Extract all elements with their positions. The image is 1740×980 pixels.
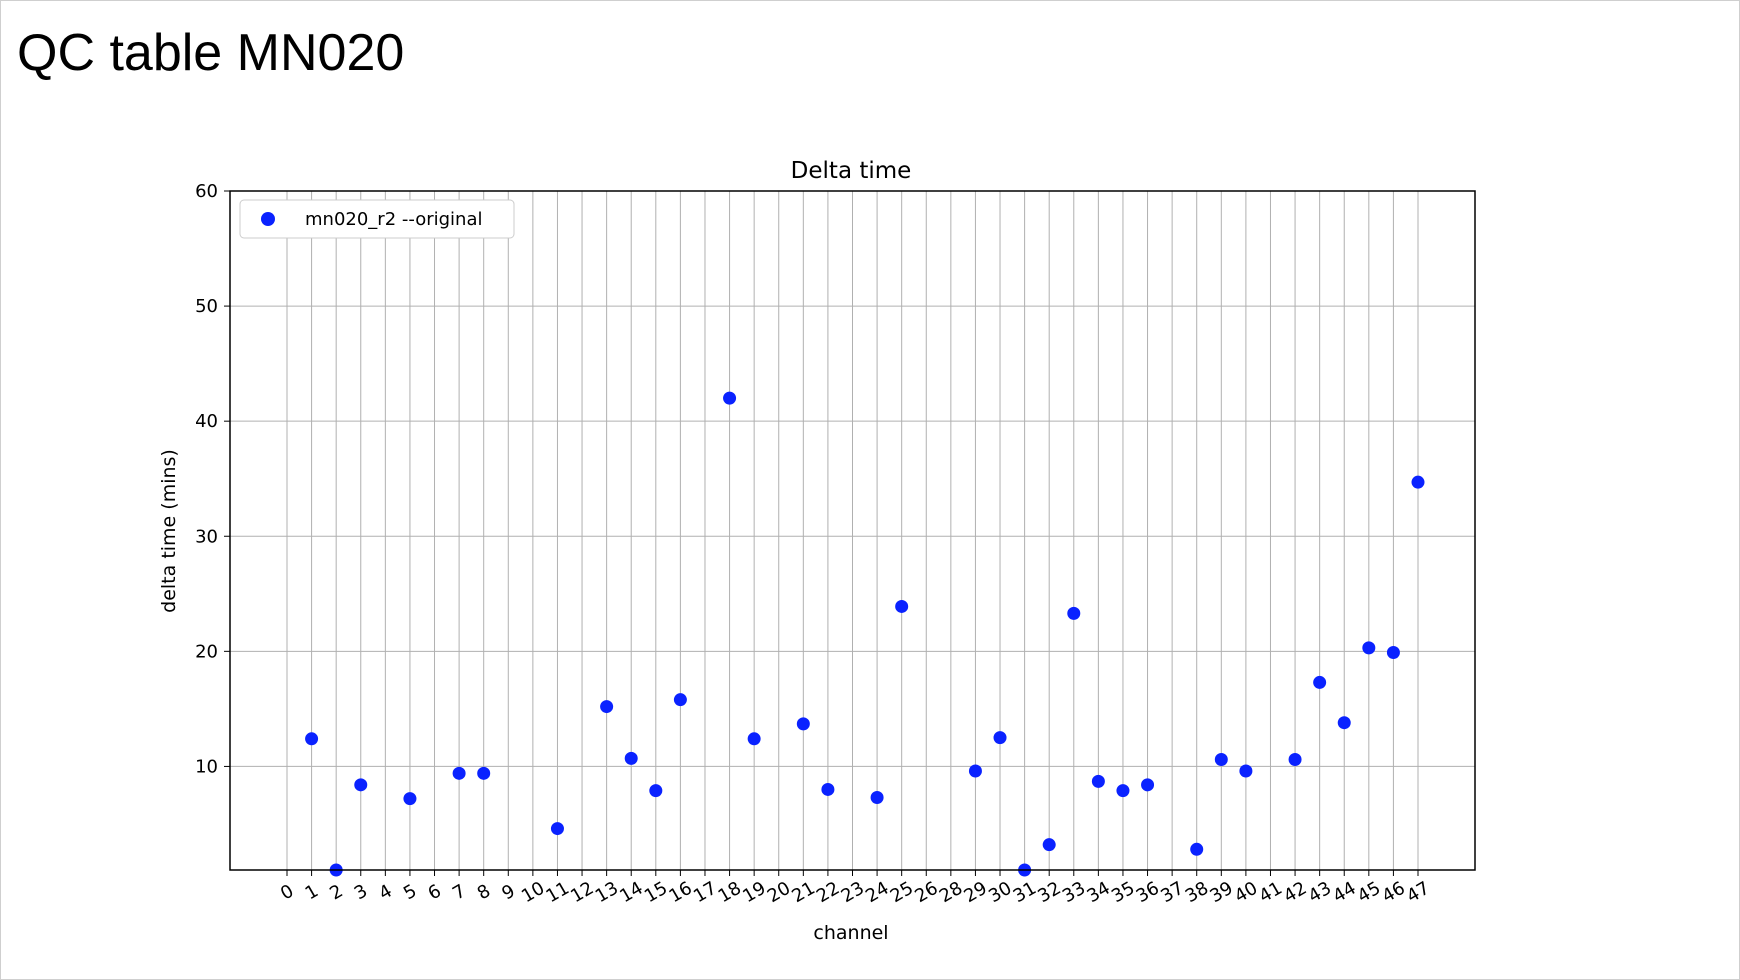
x-tick-label: 8	[474, 880, 494, 904]
x-axis-label: channel	[813, 922, 888, 944]
data-point	[1239, 764, 1253, 778]
data-point	[747, 732, 761, 746]
data-point	[1067, 606, 1081, 620]
data-point	[1288, 753, 1302, 767]
y-tick-label: 60	[195, 181, 218, 202]
y-axis-ticks: 10 20 30 40 50 60	[195, 181, 230, 777]
data-point	[723, 391, 737, 405]
data-point	[1386, 645, 1400, 659]
x-tick-label: 7	[449, 880, 469, 904]
data-point	[550, 822, 564, 836]
y-tick-label: 50	[195, 296, 218, 317]
slide-title: QC table MN020	[17, 24, 405, 82]
data-point	[1091, 774, 1105, 788]
data-point	[452, 766, 466, 780]
legend: mn020_r2 --original	[239, 199, 515, 239]
plot-frame	[229, 190, 1476, 871]
data-point	[993, 731, 1007, 745]
x-tick-label: 2	[326, 880, 346, 904]
data-point	[870, 790, 884, 804]
data-point	[305, 732, 319, 746]
data-point	[354, 778, 368, 792]
x-tick-label: 0	[277, 880, 297, 904]
x-tick-label: 3	[351, 880, 371, 904]
chart-title: Delta time	[791, 158, 912, 184]
data-point	[1116, 784, 1130, 798]
data-point	[1190, 842, 1204, 856]
y-tick-label: 10	[195, 756, 218, 777]
data-point	[1214, 753, 1228, 767]
data-point	[895, 599, 909, 613]
data-point	[1313, 675, 1327, 689]
data-point	[796, 717, 810, 731]
y-tick-label: 20	[195, 641, 218, 662]
x-tick-label: 5	[400, 880, 420, 904]
data-point	[1042, 838, 1056, 852]
y-axis-label: delta time (mins)	[158, 449, 180, 613]
x-tick-label: 47	[1403, 878, 1433, 908]
x-tick-label: 1	[302, 880, 322, 904]
x-tick-label: 6	[425, 880, 445, 904]
y-tick-label: 30	[195, 526, 218, 547]
data-point	[1141, 778, 1155, 792]
data-point	[1362, 641, 1376, 655]
x-tick-label: 4	[375, 880, 395, 904]
data-point	[477, 766, 491, 780]
legend-label: mn020_r2 --original	[305, 209, 482, 230]
grid-lines	[230, 190, 1475, 870]
x-tick-label: 9	[498, 880, 518, 904]
x-axis-ticks: 0 1 2 3 4 5 6 7 8 9 101112131415161718192021222324…	[277, 870, 1433, 907]
y-tick-label: 40	[195, 411, 218, 432]
data-point	[1411, 475, 1425, 489]
data-point	[1337, 716, 1351, 730]
data-point	[821, 782, 835, 796]
legend-marker	[261, 212, 275, 226]
data-point	[600, 700, 614, 714]
legend-box	[239, 199, 515, 239]
data-point	[673, 693, 687, 707]
data-point	[624, 751, 638, 765]
data-point	[968, 764, 982, 778]
data-point	[403, 792, 417, 806]
data-points	[305, 391, 1425, 877]
data-point	[649, 784, 663, 798]
